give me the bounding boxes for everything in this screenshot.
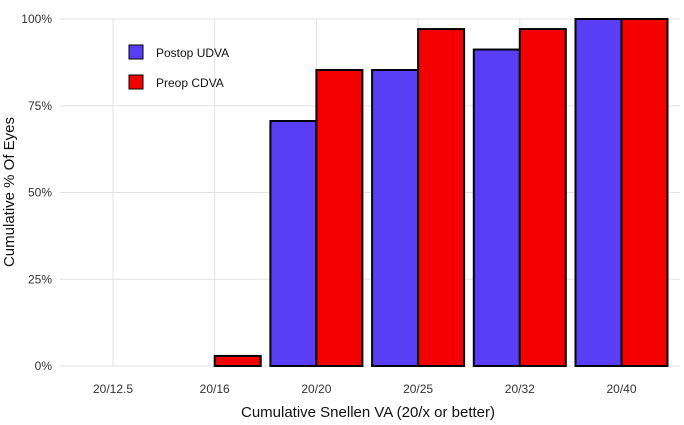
bar-postop-udva-20-40	[574, 18, 623, 367]
x-tick-label: 20/12.5	[93, 382, 133, 396]
x-tick-label: 20/20	[301, 382, 331, 396]
bar-preop-cdva-20-32	[518, 28, 567, 368]
y-tick-label: 100%	[21, 12, 52, 26]
bar-postop-udva-20-32	[472, 48, 521, 367]
x-tick-label: 20/32	[505, 382, 535, 396]
x-tick-label: 20/40	[606, 382, 636, 396]
bar-preop-cdva-20-25	[417, 28, 466, 368]
x-tick-label: 20/25	[403, 382, 433, 396]
x-axis-title: Cumulative Snellen VA (20/x or better)	[241, 404, 495, 421]
legend-swatch-preop-cdva	[128, 74, 144, 90]
y-axis-ticks: 0% 25% 50% 75% 100%	[21, 12, 52, 373]
y-tick-label: 75%	[28, 99, 52, 113]
bar-postop-udva-20-20	[269, 120, 318, 367]
x-tick-label: 20/16	[200, 382, 230, 396]
legend: Postop UDVA Preop CDVA	[128, 44, 229, 90]
bars	[213, 18, 669, 368]
bar-preop-cdva-20-20	[315, 69, 364, 367]
bar-postop-udva-20-25	[371, 69, 420, 367]
y-tick-label: 25%	[28, 272, 52, 286]
x-axis-ticks: 20/12.5 20/16 20/20 20/25 20/32 20/40	[93, 382, 637, 396]
legend-label-preop-cdva: Preop CDVA	[156, 76, 224, 90]
y-axis-title: Cumulative % Of Eyes	[1, 117, 18, 267]
y-tick-label: 50%	[28, 186, 52, 200]
bar-preop-cdva-20-16	[213, 354, 262, 368]
y-tick-label: 0%	[35, 359, 53, 373]
legend-swatch-postop-udva	[128, 44, 144, 60]
bar-preop-cdva-20-40	[620, 18, 669, 367]
legend-label-postop-udva: Postop UDVA	[156, 46, 229, 60]
